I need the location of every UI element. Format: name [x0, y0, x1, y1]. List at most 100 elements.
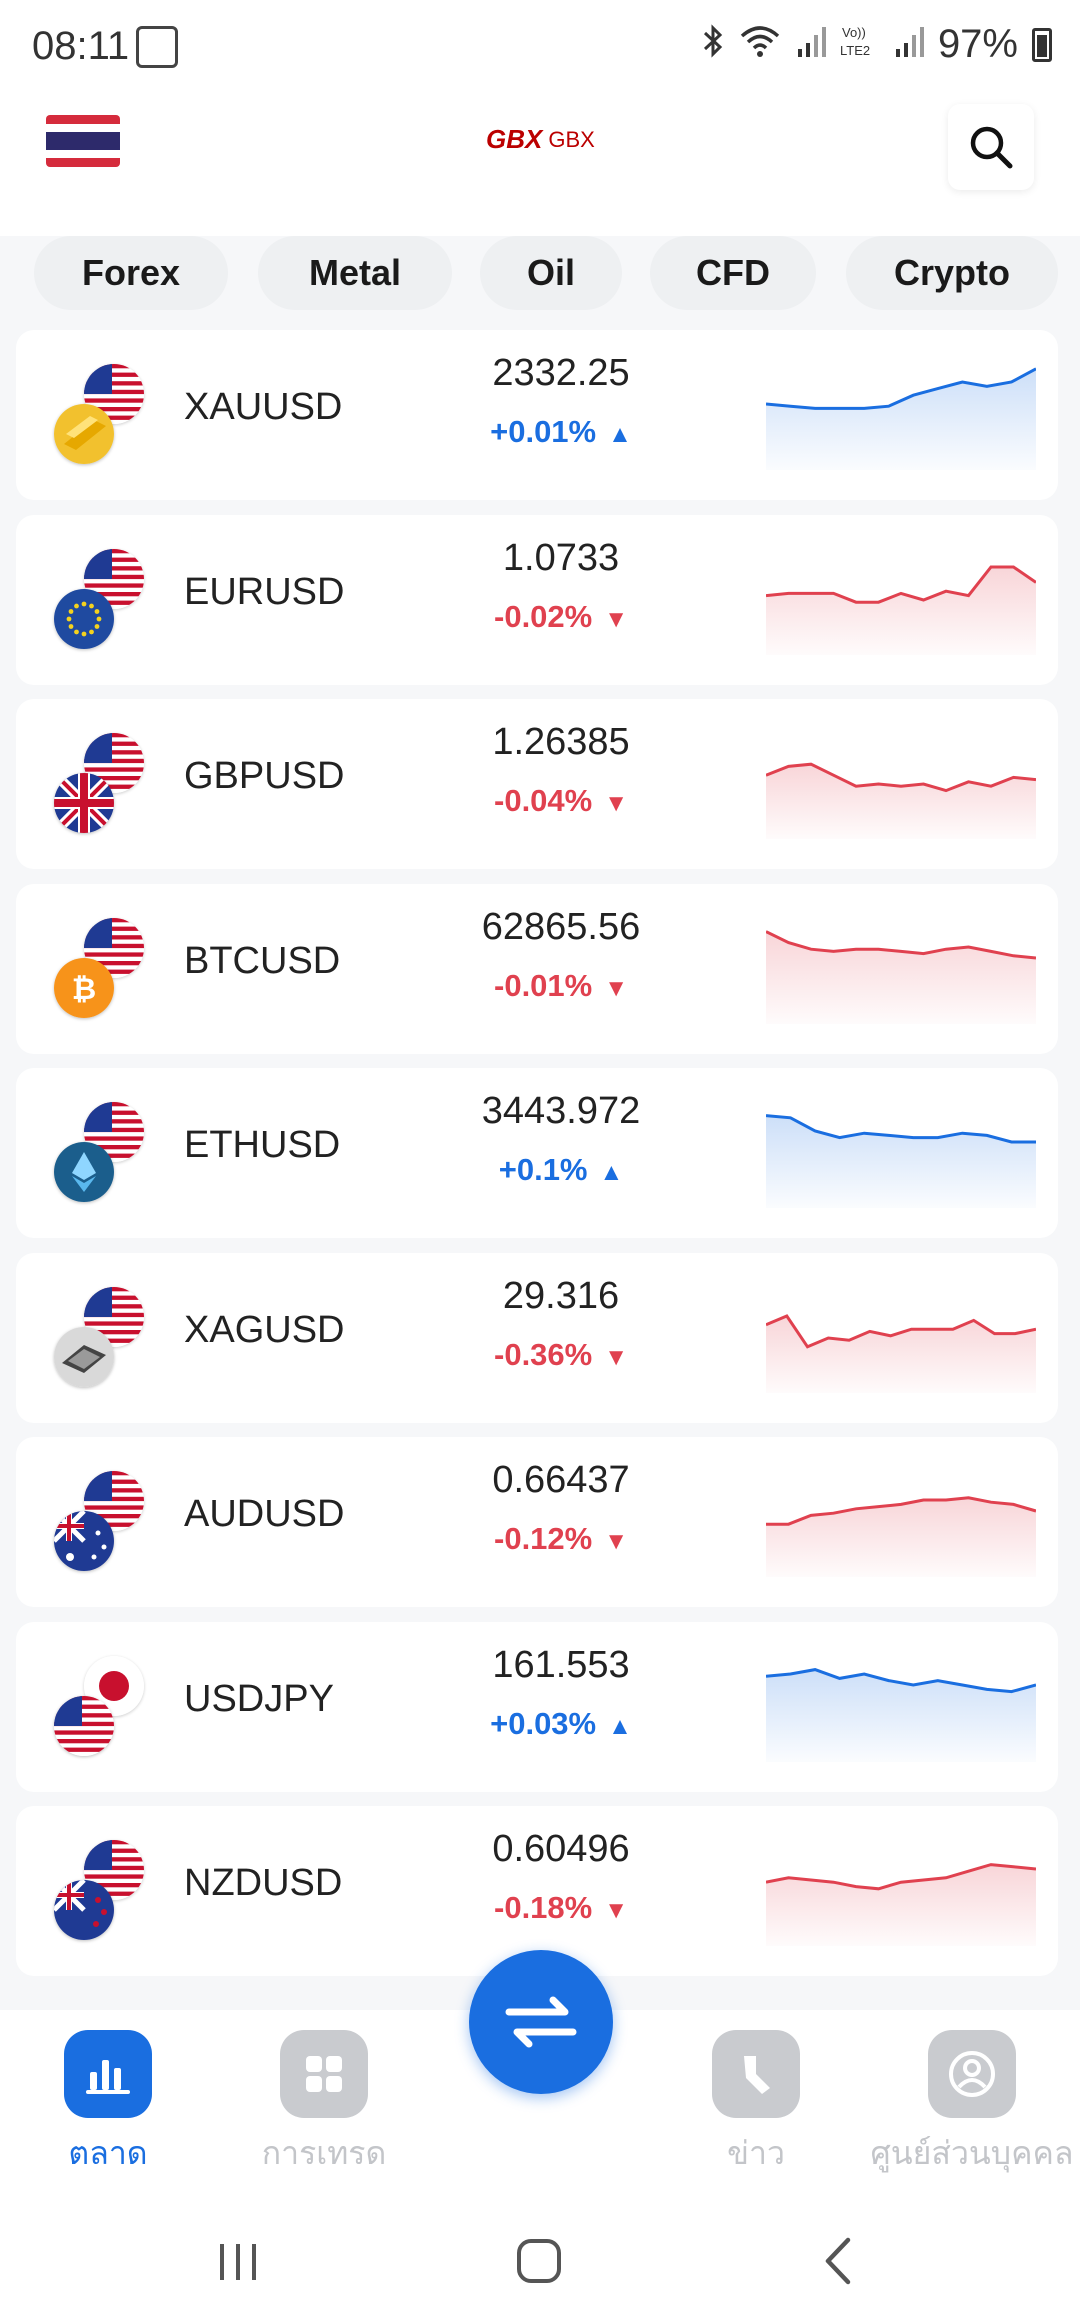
change-percent: -0.18% — [494, 1890, 593, 1925]
price-value: 1.0733 — [502, 536, 620, 579]
sparkline-line — [765, 1863, 1037, 1891]
home-icon — [517, 2239, 561, 2283]
tab-metal[interactable]: Metal — [258, 236, 452, 310]
broker-logo: GBX GBX — [486, 124, 595, 155]
change-percent: -0.36% — [494, 1336, 593, 1372]
symbol-label: USDJPY — [184, 1677, 334, 1720]
sparkline-area — [766, 1315, 1036, 1393]
symbol-label: GBPUSD — [184, 755, 345, 797]
symbol-label: XAUUSD — [184, 386, 343, 428]
arrow-down-icon: ▼ — [604, 1897, 628, 1924]
us-flag-icon — [84, 733, 144, 793]
market-row-usdjpy[interactable]: USDJPY 161.553 +0.03% ▲ — [16, 1621, 1058, 1792]
market-row-gbpusd[interactable]: GBPUSD 1.26385 -0.04% ▼ — [16, 699, 1058, 869]
change-value: -0.01% ▼ — [436, 968, 686, 1004]
pair-flags — [54, 731, 164, 841]
change-value: +0.01% ▲ — [436, 414, 686, 450]
change-percent: -0.02% — [494, 598, 593, 634]
thailand-flag-icon[interactable] — [46, 115, 120, 167]
market-row-ethusd[interactable]: ETHUSD 3443.972 +0.1% ▲ — [16, 1068, 1058, 1238]
market-row-xauusd[interactable]: XAUUSD 2332.25 +0.01% ▲ — [16, 330, 1058, 500]
sparkline-line — [765, 1667, 1037, 1693]
sparkline-chart — [765, 1652, 1037, 1762]
market-row-eurusd[interactable]: EURUSD 1.0733 -0.02% ▼ — [16, 514, 1058, 685]
sparkline-line — [765, 1114, 1036, 1144]
search-button[interactable] — [948, 104, 1034, 190]
battery-percent: 97% — [937, 22, 1018, 66]
sparkline-line — [765, 1313, 1037, 1349]
status-time: 08:11 — [32, 24, 130, 68]
arrow-down-icon: ▼ — [604, 790, 628, 817]
sparkline-area — [766, 931, 1036, 1024]
market-row-audusd[interactable]: AUDUSD 0.66437 -0.12% ▼ — [16, 1437, 1058, 1607]
symbol-label: BTCUSD — [184, 939, 341, 982]
trade-swap-button[interactable] — [469, 1950, 613, 2094]
market-row-btcusd[interactable]: ₿ BTCUSD 62865.56 -0.01% ▼ — [16, 883, 1058, 1054]
sparkline-line — [765, 565, 1037, 604]
price-value: 29.316 — [502, 1274, 620, 1317]
svg-text:LTE2: LTE2 — [840, 43, 870, 58]
tab-oil[interactable]: Oil — [480, 236, 622, 310]
ethereum-icon — [54, 1142, 114, 1202]
recent-apps-button[interactable] — [214, 2236, 262, 2291]
tab-forex[interactable]: Forex — [34, 236, 228, 310]
price-value: 0.66437 — [492, 1459, 630, 1501]
sparkline-area — [766, 1497, 1036, 1577]
pair-flags — [54, 1285, 164, 1395]
price-value: 161.553 — [492, 1643, 630, 1686]
profile-icon — [928, 2030, 1016, 2118]
nav-news[interactable]: ข่าว — [646, 2030, 866, 2179]
price-value: 62865.56 — [481, 905, 641, 948]
search-icon — [970, 126, 1013, 169]
uk-flag-icon — [54, 773, 114, 833]
wifi-icon — [738, 24, 782, 66]
back-icon — [825, 2237, 851, 2285]
symbol-label: NZDUSD — [184, 1862, 343, 1904]
sparkline-chart — [765, 729, 1037, 839]
signal-2-icon — [894, 25, 924, 65]
signal-icon — [796, 25, 826, 65]
pair-flags — [54, 1100, 164, 1210]
market-chart-icon — [64, 2030, 152, 2118]
change-percent: +0.1% — [498, 1152, 588, 1187]
sparkline-area — [766, 764, 1036, 839]
change-percent: +0.03% — [490, 1705, 597, 1741]
nav-trade[interactable]: การเทรด — [214, 2030, 434, 2179]
pair-flags — [54, 547, 164, 657]
pair-flags — [54, 1838, 164, 1948]
arrow-up-icon: ▲ — [599, 1159, 624, 1186]
arrow-down-icon: ▼ — [604, 1343, 628, 1371]
market-row-nzdusd[interactable]: NZDUSD 0.60496 -0.18% ▼ — [16, 1806, 1058, 1976]
news-icon — [712, 2030, 800, 2118]
us-flag-icon — [54, 1695, 114, 1756]
nav-market[interactable]: ตลาด — [0, 2030, 218, 2179]
sparkline-chart — [765, 914, 1037, 1024]
swap-arrows-icon — [505, 1996, 577, 2048]
recent-apps-icon — [220, 2244, 256, 2280]
arrow-down-icon: ▼ — [604, 1528, 628, 1555]
nav-profile[interactable]: ศูนย์ส่วนบุคคล — [862, 2030, 1080, 2179]
change-value: -0.18% ▼ — [436, 1890, 686, 1926]
symbol-label: XAGUSD — [184, 1308, 345, 1351]
pair-flags: ₿ — [54, 916, 164, 1026]
app-notification-icon — [136, 26, 178, 68]
symbol-label: EURUSD — [184, 570, 345, 613]
back-button[interactable] — [818, 2236, 858, 2291]
price-value: 2332.25 — [492, 352, 630, 394]
tab-cfd[interactable]: CFD — [650, 236, 816, 310]
symbol-label: AUDUSD — [184, 1493, 345, 1535]
svg-text:₿: ₿ — [72, 973, 96, 1006]
svg-text:Vo)): Vo)) — [842, 25, 866, 40]
sparkline-chart — [765, 1098, 1036, 1208]
system-navigation-bar — [0, 2210, 1080, 2316]
tab-crypto[interactable]: Crypto — [846, 236, 1058, 310]
home-button[interactable] — [514, 2236, 564, 2291]
nz-flag-icon — [54, 1880, 114, 1940]
market-row-xagusd[interactable]: XAGUSD 29.316 -0.36% ▼ — [16, 1252, 1058, 1423]
symbol-label: ETHUSD — [184, 1124, 341, 1166]
nav-news-label: ข่าว — [727, 2135, 785, 2171]
change-value: +0.03% ▲ — [436, 1706, 686, 1742]
sparkline-area — [766, 368, 1036, 470]
arrow-up-icon: ▲ — [608, 421, 632, 448]
pair-flags — [54, 1654, 164, 1764]
